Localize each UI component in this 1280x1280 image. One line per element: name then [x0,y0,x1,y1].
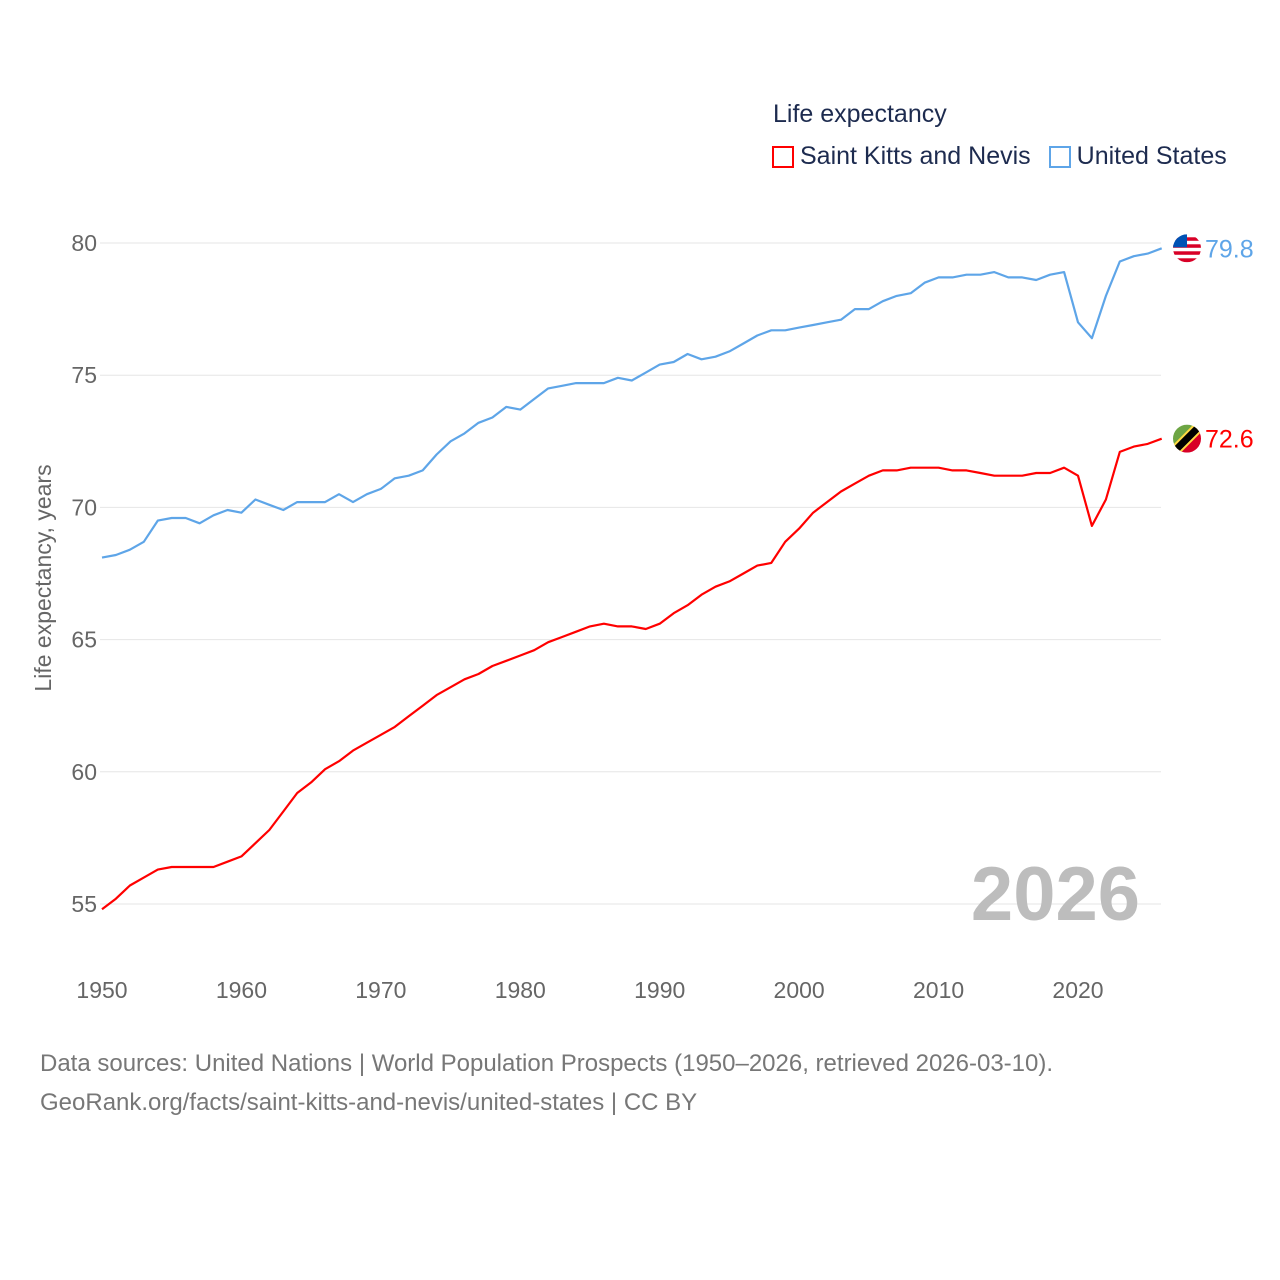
saint-kitts-flag-icon [1173,424,1201,453]
series-line-united-states [101,247,1163,559]
legend-item-saint-kitts[interactable]: Saint Kitts and Nevis [772,142,1031,171]
legend-swatch [1048,145,1071,168]
legend-swatch [772,145,794,168]
y-tick-label: 70 [71,494,97,520]
x-tick-label: 2010 [913,977,964,1003]
source-line: Data sources: United Nations | World Pop… [40,1050,1054,1077]
year-watermark: 2026 [971,852,1140,937]
y-tick-label: 60 [71,759,97,785]
series-line-saint-kitts [101,437,1163,911]
end-value-saint-kitts: 72.6 [1205,426,1254,454]
source-link[interactable]: GeoRank.org/facts/saint-kitts-and-nevis/… [40,1089,698,1116]
x-tick-label: 2000 [774,977,825,1003]
y-axis-label: Life expectancy, years [30,464,56,691]
y-tick-label: 65 [71,627,97,653]
us-flag-icon [1173,234,1201,263]
end-value-united-states: 79.8 [1205,235,1254,263]
legend: Saint Kitts and Nevis United States [772,142,1227,171]
x-tick-label: 1990 [634,977,685,1003]
y-tick-label: 55 [71,891,97,917]
x-tick-label: 1980 [495,977,546,1003]
x-tick-label: 1970 [355,977,406,1003]
y-tick-label: 75 [71,362,97,388]
x-tick-label: 1960 [216,977,267,1003]
y-tick-label: 80 [71,230,97,256]
x-tick-label: 1950 [76,977,127,1003]
legend-title: Life expectancy [773,100,947,128]
legend-label: Saint Kitts and Nevis [800,142,1031,170]
legend-label: United States [1076,142,1227,170]
source-note: Data sources: United Nations | World Pop… [40,1044,1053,1122]
legend-item-united-states[interactable]: United States [1048,142,1227,171]
x-tick-label: 2020 [1052,977,1103,1003]
